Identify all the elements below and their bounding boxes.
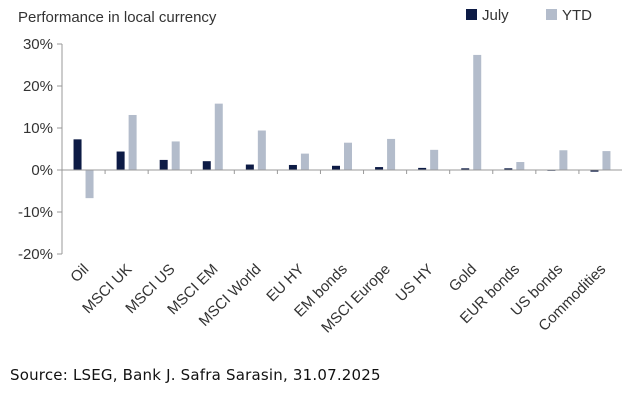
- bar-ytd-commodities: [602, 151, 611, 170]
- bar-july-gold: [461, 168, 470, 170]
- bar-july-eur-bonds: [504, 168, 513, 170]
- bar-ytd-oil: [85, 170, 94, 199]
- bar-ytd-msci-europe: [387, 138, 396, 170]
- bar-ytd-msci-uk: [128, 114, 137, 170]
- chart-title: Performance in local currency: [18, 9, 217, 26]
- bar-ytd-msci-em: [214, 103, 223, 170]
- legend-label-july: July: [482, 7, 509, 24]
- y-tick-label: 30%: [23, 36, 53, 53]
- bar-ytd-us-hy: [430, 149, 439, 170]
- legend-swatch-july: [466, 9, 477, 20]
- bar-ytd-em-bonds: [344, 142, 352, 170]
- x-tick-label: Gold: [446, 261, 480, 295]
- bar-july-commodities: [590, 170, 599, 172]
- legend-label-ytd: YTD: [562, 7, 592, 24]
- bar-july-us-hy: [418, 167, 427, 170]
- bar-july-msci-us: [159, 159, 168, 170]
- bar-july-msci-uk: [116, 151, 125, 170]
- bar-july-oil: [73, 139, 82, 170]
- x-tick-label: Oil: [67, 261, 92, 286]
- bar-ytd-gold: [473, 54, 482, 170]
- bar-july-msci-world: [245, 164, 254, 170]
- bar-july-eu-hy: [288, 164, 297, 170]
- source-note: Source: LSEG, Bank J. Safra Sarasin, 31.…: [10, 366, 381, 384]
- bar-july-em-bonds: [332, 165, 340, 170]
- plot-area: [73, 54, 611, 199]
- y-tick-label: -20%: [18, 246, 53, 263]
- y-tick-label: 0%: [31, 162, 53, 179]
- bar-ytd-eur-bonds: [516, 162, 525, 170]
- bar-july-msci-em: [202, 161, 211, 170]
- x-tick-label: US HY: [393, 261, 437, 305]
- bar-july-msci-europe: [375, 167, 384, 170]
- y-axis: -20% -10% 0% 10% 20% 30%: [18, 36, 63, 263]
- performance-chart: Performance in local currency July YTD -2…: [18, 7, 622, 337]
- legend-swatch-ytd: [546, 9, 557, 20]
- y-tick-label: 20%: [23, 78, 53, 95]
- bar-ytd-eu-hy: [300, 153, 309, 170]
- y-tick-label: -10%: [18, 204, 53, 221]
- bar-ytd-msci-us: [171, 141, 180, 170]
- bar-ytd-us-bonds: [559, 150, 568, 170]
- y-tick-label: 10%: [23, 120, 53, 137]
- legend: July YTD: [466, 7, 592, 24]
- bar-ytd-msci-world: [257, 130, 266, 170]
